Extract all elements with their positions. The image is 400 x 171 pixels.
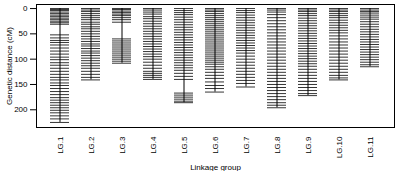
svg-text:LG.2: LG.2: [87, 136, 96, 154]
svg-text:200: 200: [14, 105, 28, 114]
svg-text:100: 100: [14, 55, 28, 64]
svg-text:0: 0: [23, 4, 28, 13]
svg-text:LG.5: LG.5: [180, 136, 189, 154]
svg-text:LG.3: LG.3: [118, 136, 127, 154]
svg-text:LG.11: LG.11: [366, 136, 375, 158]
svg-text:150: 150: [14, 80, 28, 89]
svg-text:50: 50: [19, 29, 28, 38]
svg-text:LG.9: LG.9: [304, 136, 313, 154]
svg-text:LG.7: LG.7: [242, 136, 251, 154]
svg-text:LG.6: LG.6: [211, 136, 220, 154]
svg-text:LG.4: LG.4: [149, 136, 158, 154]
svg-text:LG.10: LG.10: [335, 136, 344, 158]
svg-text:Linkage group: Linkage group: [190, 163, 241, 171]
svg-text:Genetic distance (cM): Genetic distance (cM): [5, 27, 14, 105]
svg-text:LG.8: LG.8: [273, 136, 282, 154]
svg-text:LG.1: LG.1: [56, 136, 65, 154]
